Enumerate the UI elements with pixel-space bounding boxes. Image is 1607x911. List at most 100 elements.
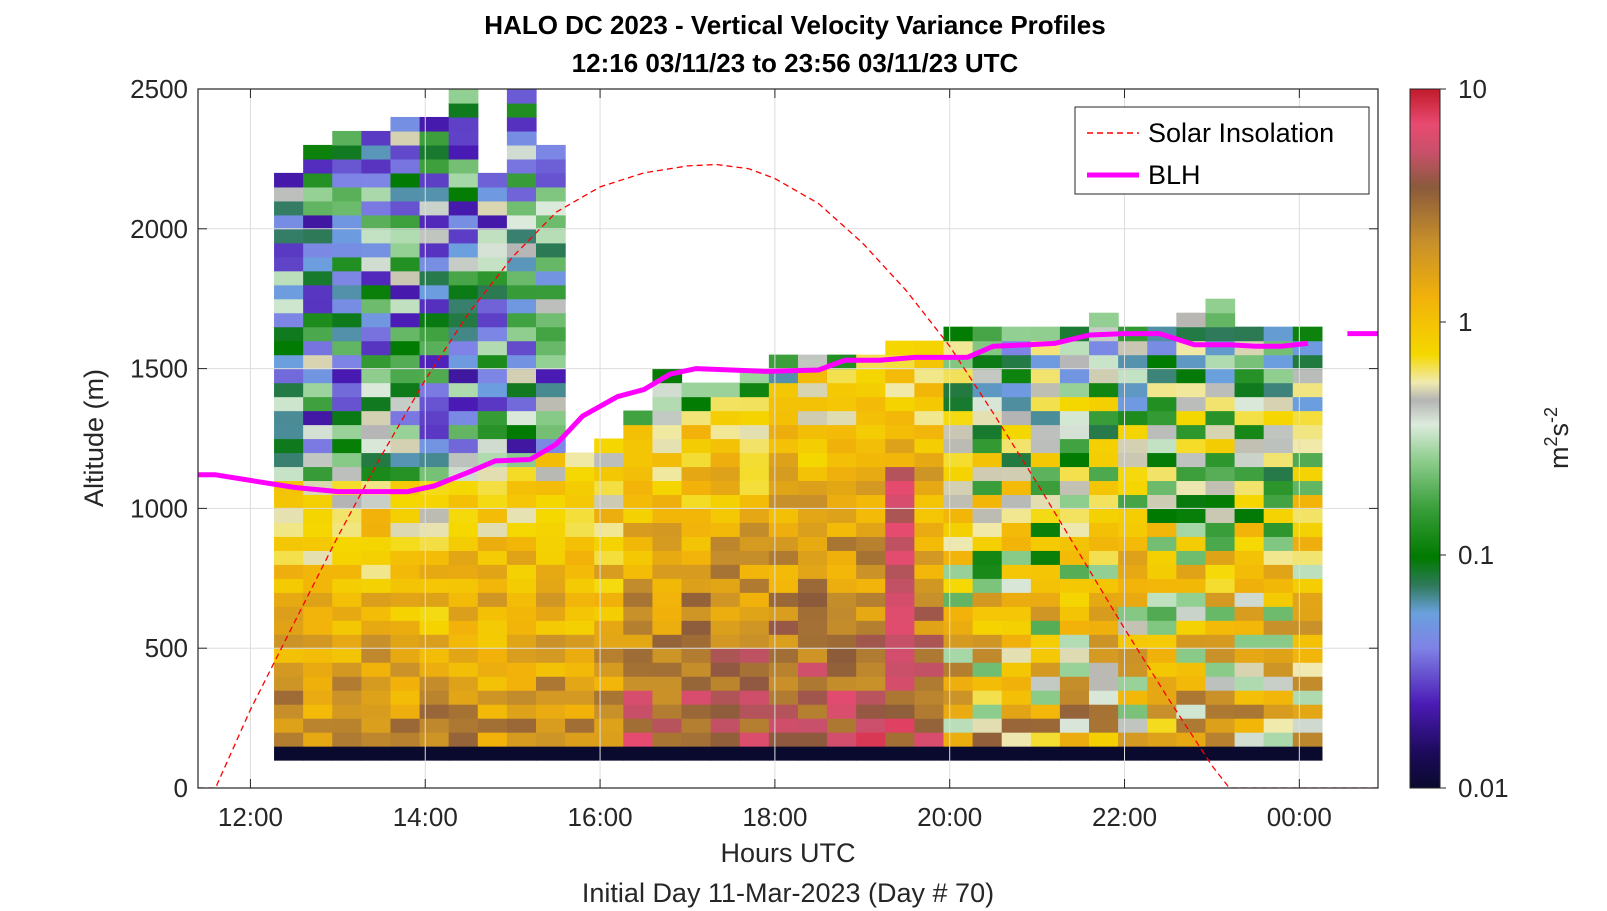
- heatmap-cell: [798, 634, 828, 649]
- heatmap-cell: [1293, 676, 1323, 691]
- heatmap-cell: [1060, 648, 1090, 663]
- heatmap-cell: [274, 299, 304, 314]
- heatmap-cell: [507, 718, 537, 733]
- heatmap-cell: [1264, 383, 1294, 398]
- heatmap-cell: [682, 383, 712, 398]
- heatmap-cell: [1002, 480, 1032, 495]
- heatmap-cell: [1031, 564, 1061, 579]
- heatmap-cell: [943, 592, 973, 607]
- heatmap-cell: [536, 159, 566, 174]
- heatmap-cell: [885, 452, 915, 467]
- heatmap-cell: [361, 732, 391, 747]
- heatmap-cell: [1089, 397, 1119, 412]
- heatmap-cell: [769, 494, 799, 509]
- y-tick-label-5: 2500: [130, 74, 188, 104]
- heatmap-cell: [361, 397, 391, 412]
- heatmap-cell: [390, 578, 420, 593]
- heatmap-cell: [827, 397, 857, 412]
- heatmap-cell: [332, 718, 362, 733]
- heatmap-cell: [390, 439, 420, 454]
- heatmap-cell: [652, 578, 682, 593]
- heatmap-cell: [594, 606, 624, 621]
- heatmap-cell: [478, 243, 508, 258]
- heatmap-cell: [1176, 522, 1206, 537]
- heatmap-cell: [711, 425, 741, 440]
- heatmap-cell: [332, 397, 362, 412]
- heatmap-cell: [1205, 439, 1235, 454]
- heatmap-cell: [303, 215, 333, 230]
- heatmap-cell: [332, 522, 362, 537]
- heatmap-cell: [740, 704, 770, 719]
- heatmap-cell: [943, 564, 973, 579]
- heatmap-cell: [652, 732, 682, 747]
- heatmap-cell: [1264, 676, 1294, 691]
- heatmap-cell: [478, 676, 508, 691]
- heatmap-cell: [623, 662, 653, 677]
- heatmap-cell: [856, 606, 886, 621]
- heatmap-cell: [769, 355, 799, 370]
- heatmap-cell: [623, 676, 653, 691]
- heatmap-cell: [943, 383, 973, 398]
- heatmap-cell: [943, 536, 973, 551]
- heatmap-cell: [973, 606, 1003, 621]
- heatmap-cell: [1118, 564, 1148, 579]
- heatmap-cell: [420, 215, 450, 230]
- heatmap-cell: [1147, 564, 1177, 579]
- heatmap-cell: [914, 592, 944, 607]
- heatmap-cell: [1147, 494, 1177, 509]
- heatmap-cell: [478, 299, 508, 314]
- heatmap-cell: [1002, 676, 1032, 691]
- heatmap-cell: [565, 564, 595, 579]
- heatmap-cell: [478, 746, 508, 761]
- heatmap-cell: [449, 117, 479, 132]
- heatmap-cell: [682, 648, 712, 663]
- heatmap-cell: [1031, 397, 1061, 412]
- heatmap-cell: [1147, 606, 1177, 621]
- heatmap-cell: [1293, 494, 1323, 509]
- heatmap-cell: [1176, 676, 1206, 691]
- heatmap-cell: [1089, 592, 1119, 607]
- heatmap-cell: [1118, 383, 1148, 398]
- heatmap-cell: [361, 355, 391, 370]
- heatmap-cell: [682, 634, 712, 649]
- heatmap-cell: [943, 452, 973, 467]
- heatmap-cell: [973, 648, 1003, 663]
- heatmap-cell: [1264, 508, 1294, 523]
- heatmap-cell: [420, 466, 450, 481]
- heatmap-cell: [623, 690, 653, 705]
- heatmap-cell: [449, 131, 479, 146]
- heatmap-cell: [594, 466, 624, 481]
- heatmap-cell: [478, 187, 508, 202]
- heatmap-cell: [1264, 746, 1294, 761]
- heatmap-cell: [914, 383, 944, 398]
- heatmap-cell: [303, 159, 333, 174]
- heatmap-cell: [536, 578, 566, 593]
- heatmap-cell: [1235, 578, 1265, 593]
- heatmap-cell: [594, 662, 624, 677]
- heatmap-cell: [1118, 536, 1148, 551]
- y-tick-label-2: 1000: [130, 493, 188, 523]
- heatmap-cell: [1176, 578, 1206, 593]
- heatmap-cell: [1264, 425, 1294, 440]
- heatmap-cell: [652, 634, 682, 649]
- heatmap-cell: [1293, 508, 1323, 523]
- heatmap-cell: [449, 648, 479, 663]
- heatmap-cell: [274, 355, 304, 370]
- heatmap-cell: [1031, 718, 1061, 733]
- heatmap-cell: [1235, 550, 1265, 565]
- heatmap-cell: [1264, 411, 1294, 426]
- heatmap-cell: [536, 369, 566, 384]
- heatmap-cell: [390, 201, 420, 216]
- heatmap-cell: [1147, 439, 1177, 454]
- heatmap-cell: [1264, 369, 1294, 384]
- heatmap-cell: [1235, 536, 1265, 551]
- heatmap-cell: [1235, 606, 1265, 621]
- heatmap-cell: [1089, 634, 1119, 649]
- heatmap-cell: [1176, 383, 1206, 398]
- heatmap-cell: [1235, 648, 1265, 663]
- heatmap-cell: [973, 411, 1003, 426]
- heatmap-cell: [1060, 355, 1090, 370]
- heatmap-cell: [856, 634, 886, 649]
- heatmap-cell: [332, 704, 362, 719]
- heatmap-cell: [390, 313, 420, 328]
